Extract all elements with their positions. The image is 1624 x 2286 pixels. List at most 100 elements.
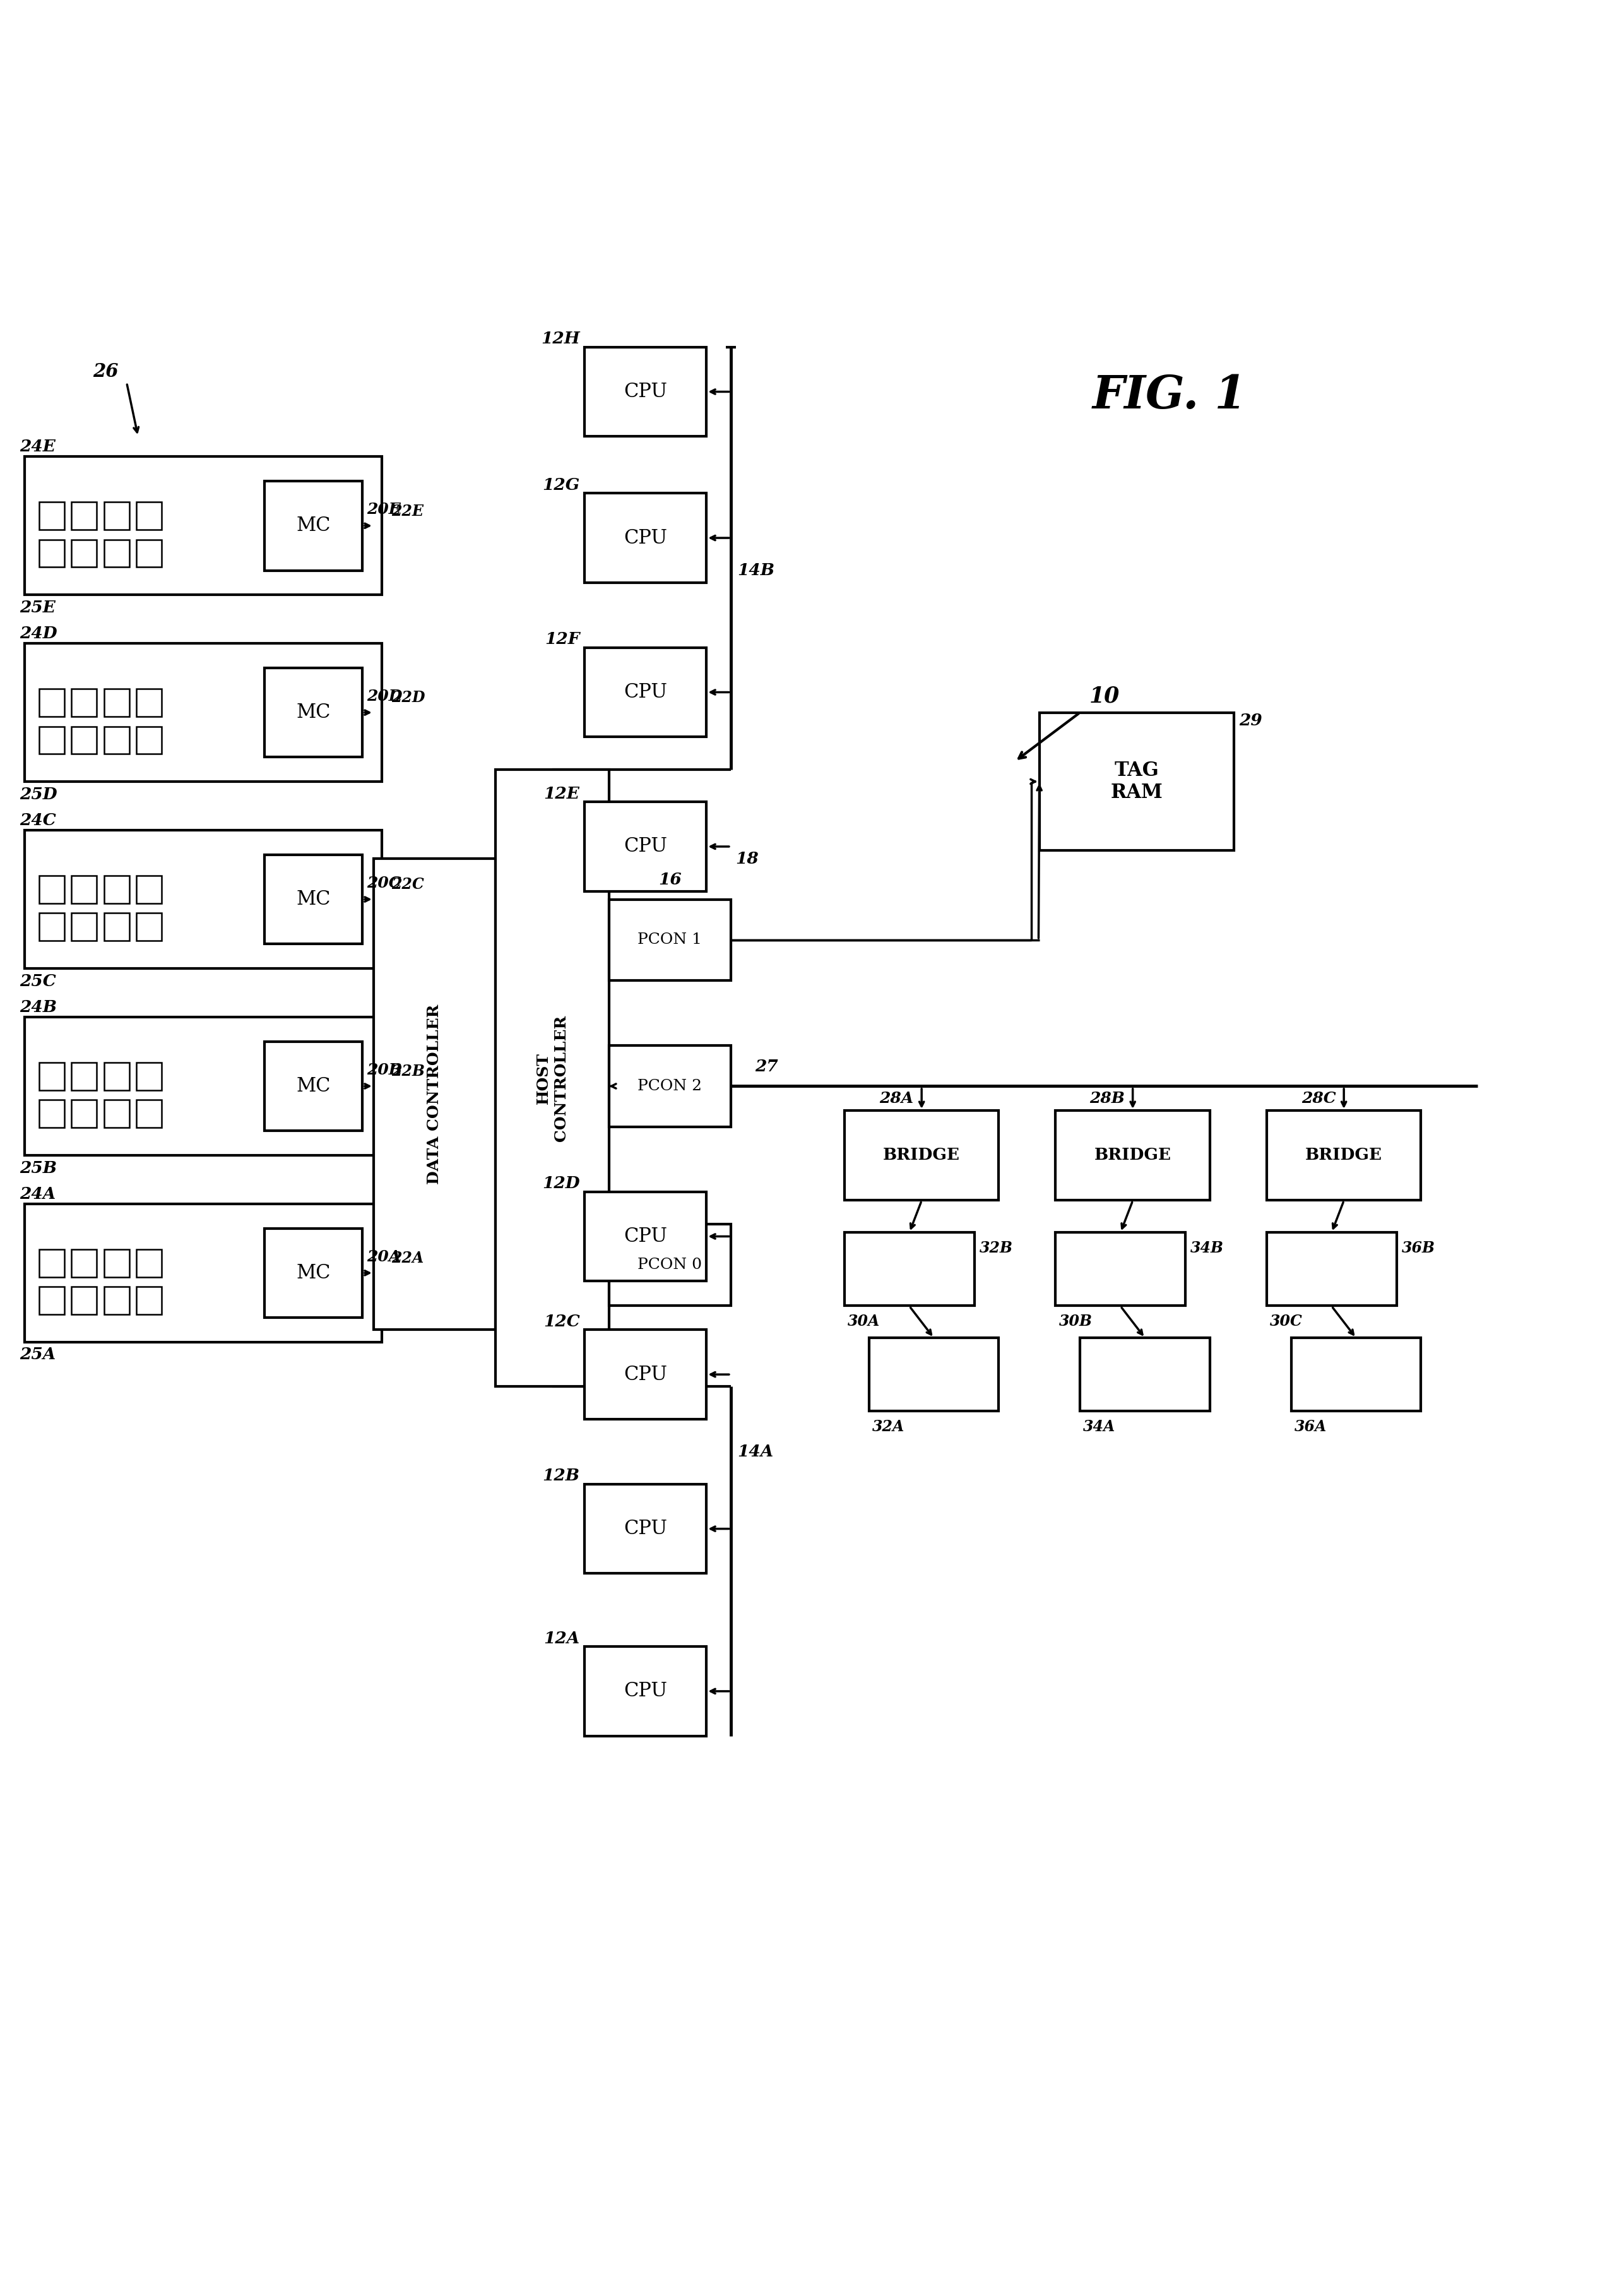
Bar xyxy=(104,727,128,754)
Bar xyxy=(585,1330,706,1420)
Bar xyxy=(24,830,382,969)
Bar xyxy=(71,1250,96,1278)
Text: MC: MC xyxy=(296,517,331,535)
Text: 22B: 22B xyxy=(391,1063,425,1079)
Bar xyxy=(24,1017,382,1154)
Bar xyxy=(585,647,706,736)
Text: 27: 27 xyxy=(755,1058,778,1074)
Bar xyxy=(71,688,96,716)
Text: 28A: 28A xyxy=(879,1090,913,1106)
Bar xyxy=(585,494,706,583)
Bar xyxy=(495,770,609,1388)
Text: 24C: 24C xyxy=(19,812,55,828)
Text: 12F: 12F xyxy=(544,631,580,647)
Text: 32A: 32A xyxy=(872,1420,905,1433)
Bar xyxy=(136,876,162,903)
Bar xyxy=(136,1287,162,1314)
Text: PCON 2: PCON 2 xyxy=(638,1079,702,1093)
Bar xyxy=(71,727,96,754)
Bar xyxy=(104,876,128,903)
Text: CPU: CPU xyxy=(624,837,667,857)
Bar xyxy=(39,912,65,942)
Text: 34A: 34A xyxy=(1083,1420,1116,1433)
Text: 29: 29 xyxy=(1239,713,1262,729)
Text: CPU: CPU xyxy=(624,1518,667,1538)
Bar xyxy=(104,1250,128,1278)
Bar xyxy=(104,1063,128,1090)
Bar xyxy=(844,1232,974,1305)
Text: MC: MC xyxy=(296,1264,331,1282)
Bar xyxy=(24,642,382,782)
Bar xyxy=(136,727,162,754)
Text: 12A: 12A xyxy=(544,1630,580,1646)
Bar xyxy=(24,1205,382,1342)
Bar xyxy=(585,1191,706,1280)
Text: FIG. 1: FIG. 1 xyxy=(1091,373,1247,418)
Bar xyxy=(39,727,65,754)
Text: 34B: 34B xyxy=(1190,1241,1224,1255)
Bar xyxy=(265,1228,362,1317)
Text: 25B: 25B xyxy=(19,1159,57,1175)
Text: PCON 1: PCON 1 xyxy=(638,933,702,946)
Text: 12E: 12E xyxy=(544,786,580,802)
Bar xyxy=(71,876,96,903)
Text: 12H: 12H xyxy=(541,331,580,347)
Bar xyxy=(24,457,382,594)
Text: CPU: CPU xyxy=(624,1365,667,1385)
Text: 30B: 30B xyxy=(1059,1314,1093,1328)
Text: 20A: 20A xyxy=(367,1248,401,1264)
Text: 36B: 36B xyxy=(1402,1241,1436,1255)
Bar xyxy=(39,876,65,903)
Text: HOST
CONTROLLER: HOST CONTROLLER xyxy=(536,1015,568,1141)
Bar xyxy=(136,688,162,716)
Text: 25C: 25C xyxy=(19,974,55,990)
Text: TAG
RAM: TAG RAM xyxy=(1111,761,1163,802)
Text: 22E: 22E xyxy=(391,503,424,519)
Text: 22A: 22A xyxy=(391,1250,424,1266)
Bar xyxy=(71,503,96,530)
Text: 14B: 14B xyxy=(737,562,775,578)
Bar xyxy=(136,503,162,530)
Bar xyxy=(39,1063,65,1090)
Bar xyxy=(136,1100,162,1127)
Bar xyxy=(104,1287,128,1314)
Bar xyxy=(1039,713,1234,850)
Bar xyxy=(585,1646,706,1735)
Text: BRIDGE: BRIDGE xyxy=(1095,1148,1171,1164)
Text: CPU: CPU xyxy=(624,684,667,702)
Text: 18: 18 xyxy=(736,850,758,866)
Text: 24B: 24B xyxy=(19,999,57,1015)
Text: BRIDGE: BRIDGE xyxy=(883,1148,960,1164)
Bar xyxy=(585,1484,706,1573)
Text: 25D: 25D xyxy=(19,786,57,802)
Text: 26: 26 xyxy=(93,361,119,379)
Bar xyxy=(104,912,128,942)
Text: 28B: 28B xyxy=(1090,1090,1124,1106)
Bar xyxy=(71,1100,96,1127)
Bar xyxy=(869,1337,999,1410)
Bar xyxy=(136,912,162,942)
Bar xyxy=(585,802,706,892)
Bar xyxy=(71,539,96,567)
Text: 10: 10 xyxy=(1090,686,1119,706)
Bar xyxy=(1056,1111,1210,1200)
Bar xyxy=(39,1287,65,1314)
Bar xyxy=(104,503,128,530)
Bar xyxy=(1080,1337,1210,1410)
Text: 12G: 12G xyxy=(542,478,580,494)
Bar xyxy=(1267,1232,1397,1305)
Text: 36A: 36A xyxy=(1294,1420,1327,1433)
Bar xyxy=(104,1100,128,1127)
Bar xyxy=(104,688,128,716)
Bar xyxy=(1291,1337,1421,1410)
Bar xyxy=(609,1225,731,1305)
Bar xyxy=(39,1100,65,1127)
Text: 12C: 12C xyxy=(544,1314,580,1330)
Text: MC: MC xyxy=(296,702,331,722)
Bar xyxy=(136,1250,162,1278)
Bar xyxy=(1056,1232,1186,1305)
Text: 24D: 24D xyxy=(19,626,57,642)
Text: 12B: 12B xyxy=(542,1468,580,1484)
Text: 14A: 14A xyxy=(737,1445,773,1458)
Bar xyxy=(374,860,495,1330)
